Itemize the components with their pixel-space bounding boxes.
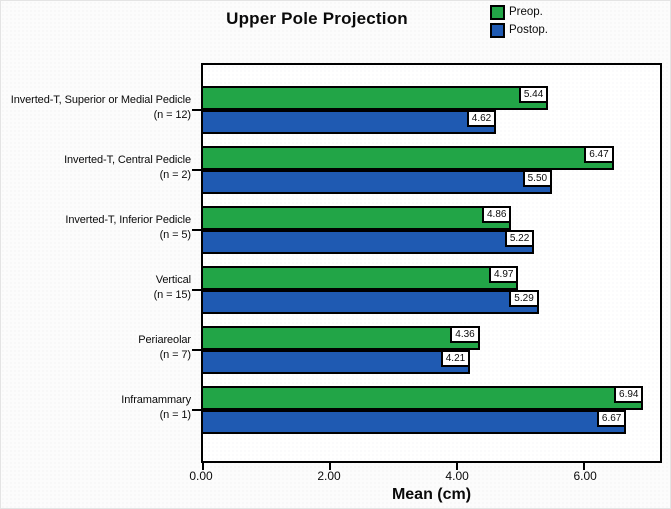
postop-value-label: 6.67 [596,410,627,427]
preop-value-label: 6.47 [584,146,614,163]
preop-bar: 4.36 [203,326,480,350]
x-axis-title: Mean (cm) [391,486,472,503]
postop-bar: 4.21 [203,350,471,374]
bar-group: 6.94 6.67 [192,386,660,446]
postop-bar: 5.50 [203,170,553,194]
postop-bar: 5.22 [203,230,535,254]
postop-value-label: 5.22 [504,230,535,247]
postop-value-label: 5.29 [509,290,539,307]
postop-value-label: 4.21 [440,350,471,367]
legend-label-postop: Postop. [509,24,548,36]
x-axis-labels: 0.00 2.00 4.00 6.00 [189,469,662,484]
category-n: (n = 15) [153,289,192,301]
bar-group: 4.86 5.22 [192,206,660,266]
x-axis-tick [202,463,204,470]
category-row: Inverted-T, Central Pedicle (n = 2) [1,144,191,204]
x-axis-tick [328,463,331,470]
category-name: Periareolar [138,334,191,346]
preop-bar: 4.86 [203,206,512,230]
y-axis-tick [192,349,201,351]
preop-bar: 4.97 [203,266,519,290]
legend-item-postop: Postop. [490,23,548,38]
chart-title: Upper Pole Projection [226,9,408,28]
postop-swatch-icon [490,23,505,38]
preop-bar: 6.47 [203,146,614,170]
preop-value-label: 4.97 [488,266,519,283]
category-row: Inverted-T, Superior or Medial Pedicle (… [1,84,191,144]
postop-value-label: 4.62 [466,110,497,127]
x-tick-label: 0.00 [189,469,213,483]
bar-group: 4.97 5.29 [192,266,660,326]
postop-bar: 4.62 [203,110,497,134]
x-axis-tick [582,463,585,470]
category-row: Inverted-T, Inferior Pedicle (n = 5) [1,204,191,264]
preop-value-label: 4.86 [482,206,512,223]
plot-area: 5.44 4.62 6.47 5.50 4.86 5.22 4.97 5.29 [192,63,662,470]
bar-group: 6.47 5.50 [192,146,660,206]
legend: Preop. Postop. [490,5,548,41]
legend-item-preop: Preop. [490,5,548,20]
preop-value-label: 6.94 [614,386,644,403]
preop-bar: 6.94 [203,386,644,410]
category-n: (n = 1) [159,409,192,421]
y-axis-tick [192,289,201,291]
category-name: Inverted-T, Inferior Pedicle [65,214,191,226]
legend-label-preop: Preop. [509,6,543,18]
y-axis-tick [192,409,201,411]
category-row: Periareolar (n = 7) [1,324,191,384]
category-name: Vertical [155,274,191,286]
category-row: Inframammary (n = 1) [1,384,191,444]
x-tick-label: 4.00 [445,469,469,483]
postop-bar: 5.29 [203,290,539,314]
y-axis-tick [192,109,201,111]
bar-group: 4.36 4.21 [192,326,660,386]
postop-bar: 6.67 [203,410,627,434]
category-labels: Inverted-T, Superior or Medial Pedicle (… [1,63,191,484]
bar-group: 5.44 4.62 [192,86,660,146]
category-name: Inframammary [121,394,191,406]
category-row: Vertical (n = 15) [1,264,192,324]
preop-value-label: 5.44 [518,86,549,103]
preop-value-label: 4.36 [450,326,480,343]
preop-bar: 5.44 [203,86,549,110]
y-axis-tick [192,229,201,231]
x-axis-tick [455,463,458,470]
postop-value-label: 5.50 [522,170,553,187]
x-tick-label: 6.00 [573,469,597,483]
category-n: (n = 12) [153,109,192,121]
category-name: Inverted-T, Superior or Medial Pedicle [10,94,191,106]
x-tick-label: 2.00 [317,469,341,483]
preop-swatch-icon [490,5,505,20]
category-n: (n = 5) [159,229,192,241]
category-n: (n = 7) [159,349,192,361]
y-axis-tick [192,169,201,171]
bar-groups: 5.44 4.62 6.47 5.50 4.86 5.22 4.97 5.29 [192,65,660,461]
category-n: (n = 2) [159,169,192,181]
category-name: Inverted-T, Central Pedicle [64,154,191,166]
